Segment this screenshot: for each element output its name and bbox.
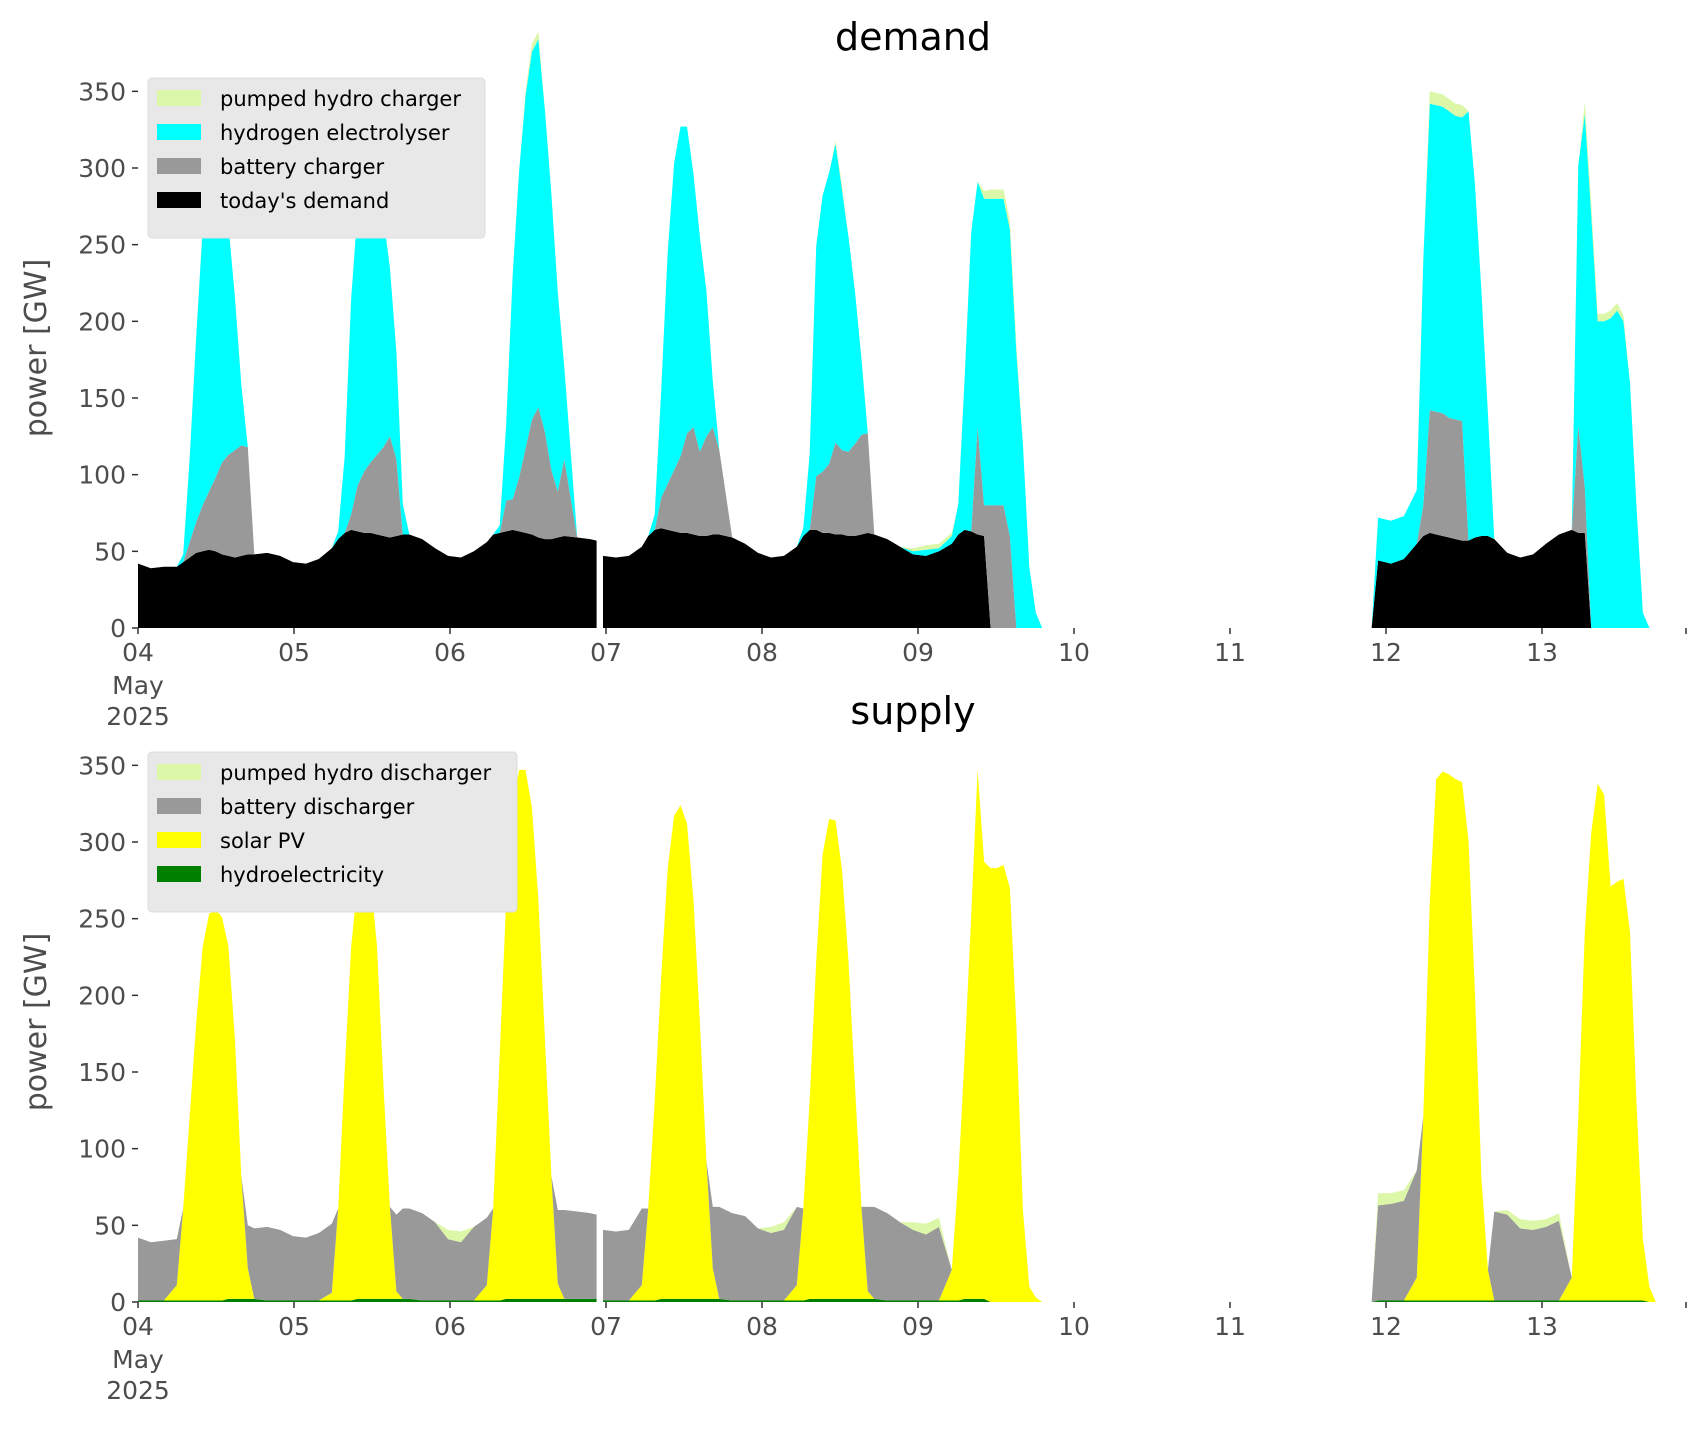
x-tick-label: 12 — [1370, 638, 1402, 667]
y-tick-label: 350 — [78, 77, 126, 106]
area-today-s-demand-segment-1 — [138, 529, 597, 628]
y-tick-label: 200 — [78, 307, 126, 336]
x-date-label: 2025 — [106, 1376, 170, 1405]
area-hydroelectricity-segment-2 — [603, 1298, 1049, 1302]
x-tick-label: 10 — [1058, 1312, 1090, 1341]
x-tick-label: 07 — [590, 638, 622, 667]
area-solar-pv-segment-1 — [138, 769, 597, 1301]
legend-swatch-pumped-hydro-discharger — [157, 764, 201, 780]
x-tick-label: 12 — [1370, 1312, 1402, 1341]
x-tick-label: 11 — [1214, 1312, 1246, 1341]
x-tick-label: 05 — [278, 638, 310, 667]
y-tick-label: 0 — [110, 614, 126, 643]
x-tick-label: 13 — [1526, 638, 1558, 667]
x-tick-label: 08 — [746, 638, 778, 667]
legend-label-pumped-hydro-discharger: pumped hydro discharger — [220, 761, 491, 785]
x-date-label: May — [112, 671, 164, 700]
legend-label-pumped-hydro-charger: pumped hydro charger — [220, 87, 461, 111]
legend-swatch-hydroelectricity — [157, 866, 201, 882]
x-tick-label: 13 — [1526, 1312, 1558, 1341]
y-tick-label: 100 — [78, 461, 126, 490]
x-tick-label: 11 — [1214, 638, 1246, 667]
y-tick-label: 300 — [78, 828, 126, 857]
x-tick-label: 04 — [122, 638, 154, 667]
area-hydrogen-electrolyser-segment-2 — [603, 126, 1049, 628]
y-tick-label: 300 — [78, 154, 126, 183]
area-battery-charger-segment-3 — [1371, 410, 1669, 628]
x-tick-label: 09 — [902, 1312, 934, 1341]
legend-background — [147, 751, 518, 913]
y-tick-label: 150 — [78, 384, 126, 413]
x-tick-label: 09 — [902, 638, 934, 667]
area-hydroelectricity-segment-1 — [138, 1298, 597, 1302]
x-tick-label: 10 — [1058, 638, 1090, 667]
area-battery-discharger-segment-3 — [1371, 771, 1669, 1302]
x-tick-label: 04 — [122, 1312, 154, 1341]
x-date-label: May — [112, 1345, 164, 1374]
legend-label-battery-discharger: battery discharger — [220, 795, 415, 819]
supply-panel: supply power [GW] 04 05 06 07 08 09 10 11 12 13 Ma… — [19, 689, 1687, 1405]
area-today-s-demand-segment-2 — [603, 528, 1049, 628]
y-tick-label: 250 — [78, 905, 126, 934]
area-hydrogen-electrolyser-segment-1 — [138, 39, 597, 569]
y-tick-label: 150 — [78, 1058, 126, 1087]
legend-background — [147, 77, 486, 239]
supply-areas — [138, 769, 1669, 1302]
area-today-s-demand-segment-3 — [1371, 529, 1669, 628]
x-tick-label: 05 — [278, 1312, 310, 1341]
legend-swatch-today-s-demand — [157, 192, 201, 208]
area-solar-pv-segment-2 — [603, 769, 1049, 1302]
demand-chart-title: demand — [835, 15, 991, 59]
legend-label-hydroelectricity: hydroelectricity — [220, 863, 384, 887]
area-hydroelectricity-segment-3 — [1371, 1300, 1669, 1302]
x-tick-label: 06 — [434, 638, 466, 667]
x-tick-label: 07 — [590, 1312, 622, 1341]
legend-swatch-battery-charger — [157, 158, 201, 174]
x-date-label: 2025 — [106, 702, 170, 731]
demand-y-axis-label: power [GW] — [19, 259, 54, 438]
x-tick-label: 08 — [746, 1312, 778, 1341]
legend-label-today-s-demand: today's demand — [220, 189, 389, 213]
demand-panel: demand power [GW] 04 05 06 07 08 09 10 11 12 13 Ma… — [19, 15, 1687, 731]
y-tick-label: 50 — [94, 537, 126, 566]
x-tick-label: 06 — [434, 1312, 466, 1341]
area-battery-charger-segment-1 — [138, 407, 597, 569]
legend-swatch-hydrogen-electrolyser — [157, 124, 201, 140]
y-tick-label: 0 — [110, 1288, 126, 1317]
legend-label-solar-pv: solar PV — [220, 829, 305, 853]
area-battery-charger-segment-2 — [603, 427, 1049, 628]
y-tick-label: 350 — [78, 751, 126, 780]
supply-y-axis-label: power [GW] — [19, 933, 54, 1112]
y-tick-label: 100 — [78, 1135, 126, 1164]
y-tick-label: 200 — [78, 981, 126, 1010]
y-tick-label: 50 — [94, 1211, 126, 1240]
supply-legend: pumped hydro discharger battery discharge… — [147, 751, 518, 913]
supply-chart-title: supply — [850, 689, 975, 733]
legend-swatch-battery-discharger — [157, 798, 201, 814]
demand-legend: pumped hydro charger hydrogen electrolyse… — [147, 77, 486, 239]
legend-label-hydrogen-electrolyser: hydrogen electrolyser — [220, 121, 450, 145]
legend-swatch-solar-pv — [157, 832, 201, 848]
y-tick-label: 250 — [78, 231, 126, 260]
demand-areas — [138, 31, 1669, 629]
area-solar-pv-segment-3 — [1371, 771, 1669, 1302]
legend-swatch-pumped-hydro-charger — [157, 90, 201, 106]
area-hydrogen-electrolyser-segment-3 — [1371, 103, 1669, 629]
legend-label-battery-charger: battery charger — [220, 155, 385, 179]
